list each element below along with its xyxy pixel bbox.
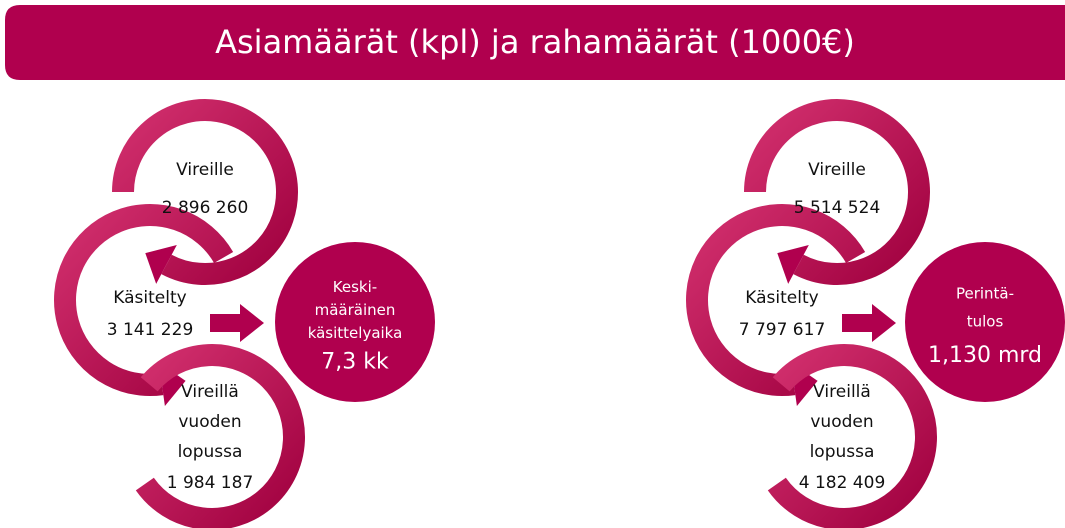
result-circle [275, 242, 435, 402]
result-text: käsittelyaika [308, 324, 403, 342]
result-text: tulos [967, 313, 1004, 331]
item-value: 1 984 187 [167, 473, 254, 493]
item-value: 2 896 260 [162, 198, 249, 218]
cycle-arc [112, 99, 298, 285]
cycle-arc [686, 204, 866, 396]
item-value: 7 797 617 [739, 320, 826, 340]
cycle-arc [54, 204, 234, 396]
item-value: 4 182 409 [799, 473, 886, 493]
item-value: 5 514 524 [794, 198, 881, 218]
item-label: Käsitelty [113, 288, 186, 308]
result-text: 7,3 kk [321, 350, 389, 375]
cycle-arc [744, 99, 930, 285]
item-value: 3 141 229 [107, 320, 194, 340]
item-label: Vireille [808, 160, 866, 180]
result-circle [905, 242, 1065, 402]
arrowhead [145, 244, 177, 284]
result-text: Perintä- [956, 285, 1014, 303]
title: Asiamäärät (kpl) ja rahamäärät (1000€) [215, 23, 855, 61]
item-label: lopussa [810, 442, 875, 462]
item-label: Vireillä [813, 382, 871, 402]
item-label: Vireillä [181, 382, 239, 402]
item-label: lopussa [178, 442, 243, 462]
title-banner [5, 5, 1065, 80]
item-label: Käsitelty [745, 288, 818, 308]
arrow [842, 304, 896, 342]
result-text: määräinen [315, 301, 396, 319]
result-text: 1,130 mrd [928, 343, 1042, 368]
item-label: vuoden [178, 412, 241, 432]
item-label: Vireille [176, 160, 234, 180]
arrow [210, 304, 264, 342]
item-label: vuoden [810, 412, 873, 432]
arrowhead [777, 244, 809, 284]
cycle-arc [767, 344, 937, 528]
result-text: Keski- [333, 278, 377, 296]
cycle-arc [135, 344, 305, 528]
